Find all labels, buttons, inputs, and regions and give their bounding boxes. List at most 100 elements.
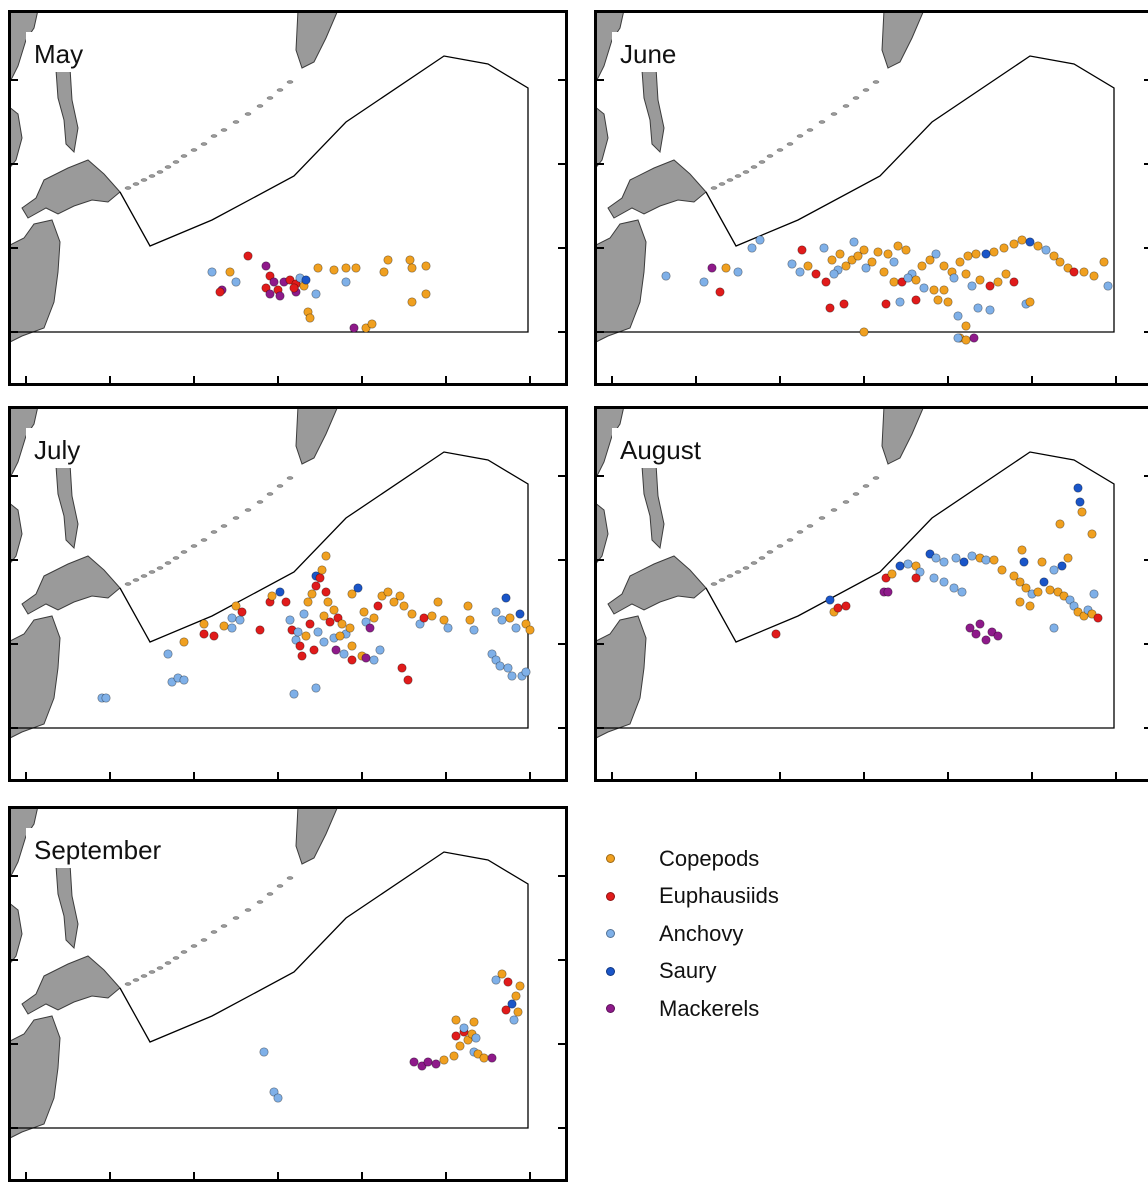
label-background [26,828,186,868]
mackerels-point [993,631,1003,641]
survey-boundary [594,451,1115,729]
copepods-point [1063,263,1073,273]
coastline [8,10,339,351]
mackerels-point [423,1057,433,1067]
anchovy-point [967,281,977,291]
mackerels-point [969,333,979,343]
island [190,148,198,152]
panel-frame [8,10,568,386]
island [244,908,252,912]
anchovy-point [167,677,177,687]
euphausiids-point [347,655,357,665]
island [852,492,860,496]
saury-point [501,593,511,603]
copepods-point [1073,607,1083,617]
copepods-point [1015,597,1025,607]
anchovy-point [819,243,829,253]
anchovy-point [931,249,941,259]
euphausiids-point [1069,267,1079,277]
copepods-point [1025,601,1035,611]
copepods-point [721,263,731,273]
copepods-point [335,631,345,641]
euphausiids-point [309,645,319,655]
land-mass [8,901,23,967]
island [172,556,180,560]
anchovy-point [375,645,385,655]
island [140,178,148,182]
anchovy-point [469,625,479,635]
euphausiids-point [397,663,407,673]
copepods-point [323,597,333,607]
island [148,570,156,574]
island [256,900,264,904]
mackerels-point [409,1057,419,1067]
copepods-point [267,591,277,601]
anchovy-point [227,623,237,633]
copepods-point [1015,577,1025,587]
island [796,134,804,138]
euphausiids-point [881,299,891,309]
euphausiids-point [881,573,891,583]
axis-ticks [10,475,566,780]
anchovy-point [939,577,949,587]
copepods-point [225,267,235,277]
anchovy-point [503,663,513,673]
copepods-point [329,265,339,275]
copepods-point [511,991,521,1001]
copepods-point [407,263,417,273]
copepods-point [433,597,443,607]
euphausiids-point [333,613,343,623]
island [124,982,132,986]
anchovy-point [849,237,859,247]
anchovy-point [269,1087,279,1097]
island [766,550,774,554]
euphausiids-point [261,283,271,293]
copepods-point [853,251,863,261]
island [726,178,734,182]
copepods-point [963,251,973,261]
month-label: June [620,39,676,69]
legend-item-copepods: Copepods [606,840,926,878]
island [156,170,164,174]
euphausiids-point [315,573,325,583]
saury-point [1025,237,1035,247]
euphausiids-point [501,1005,511,1015]
anchovy-point [507,671,517,681]
island [852,96,860,100]
legend-item-anchovy: Anchovy [606,915,926,953]
anchovy-point [207,267,217,277]
copepods-point [407,609,417,619]
land-mass [8,105,23,171]
copepods-point [1001,269,1011,279]
land-mass [881,10,925,69]
copepods-point [421,289,431,299]
copepods-point [1055,257,1065,267]
land-mass [21,159,121,219]
legend-label: Saury [659,958,717,984]
island [148,174,156,178]
anchovy-point [313,627,323,637]
copepods-point [989,555,999,565]
anchovy-point [311,289,321,299]
copepods-point [827,255,837,265]
euphausiids-point [403,675,413,685]
island [710,582,718,586]
land-mass [594,219,647,351]
axis-ticks [596,79,1148,384]
copepods-point [847,255,857,265]
label-background [26,32,98,72]
anchovy-point [951,553,961,563]
euphausiids-point [797,245,807,255]
panel-frame [8,806,568,1182]
island [796,530,804,534]
copepods-point [1017,235,1027,245]
copepods-point [383,587,393,597]
copepods-point [1087,529,1097,539]
label-background [26,428,98,468]
island [286,876,294,880]
copepods-point [1009,239,1019,249]
copepods-point [999,243,1009,253]
mackerels-point [275,291,285,301]
copepods-point [505,613,515,623]
saury-point [825,595,835,605]
